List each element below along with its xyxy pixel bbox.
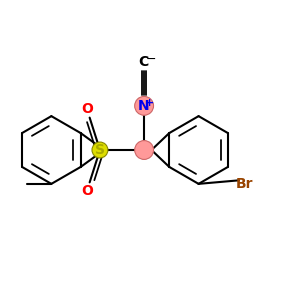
Text: O: O [81,184,93,198]
Circle shape [92,142,108,158]
Text: +: + [146,98,154,109]
Text: C: C [138,55,148,69]
Text: O: O [81,102,93,116]
Text: −: − [145,53,156,66]
Text: S: S [95,143,105,157]
Text: Br: Br [236,177,253,191]
Text: N: N [137,99,149,113]
Circle shape [135,96,154,115]
Circle shape [135,141,154,159]
